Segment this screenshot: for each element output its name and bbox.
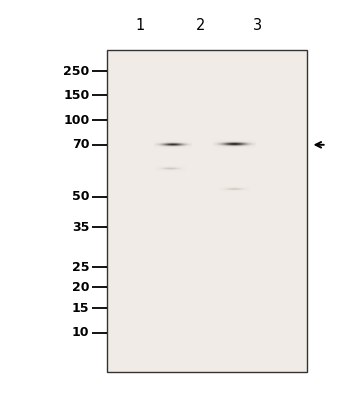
Text: 20: 20 (72, 281, 89, 294)
Text: 3: 3 (253, 18, 262, 34)
Text: 100: 100 (63, 114, 89, 126)
Text: 250: 250 (63, 65, 89, 78)
Text: 15: 15 (72, 302, 89, 314)
Text: 150: 150 (63, 89, 89, 102)
Text: 50: 50 (72, 190, 89, 203)
Text: 1: 1 (136, 18, 145, 34)
Text: 2: 2 (196, 18, 205, 34)
Text: 25: 25 (72, 261, 89, 274)
Text: 10: 10 (72, 326, 89, 339)
Text: 70: 70 (72, 138, 89, 151)
Text: 35: 35 (72, 221, 89, 234)
FancyBboxPatch shape (106, 50, 307, 372)
